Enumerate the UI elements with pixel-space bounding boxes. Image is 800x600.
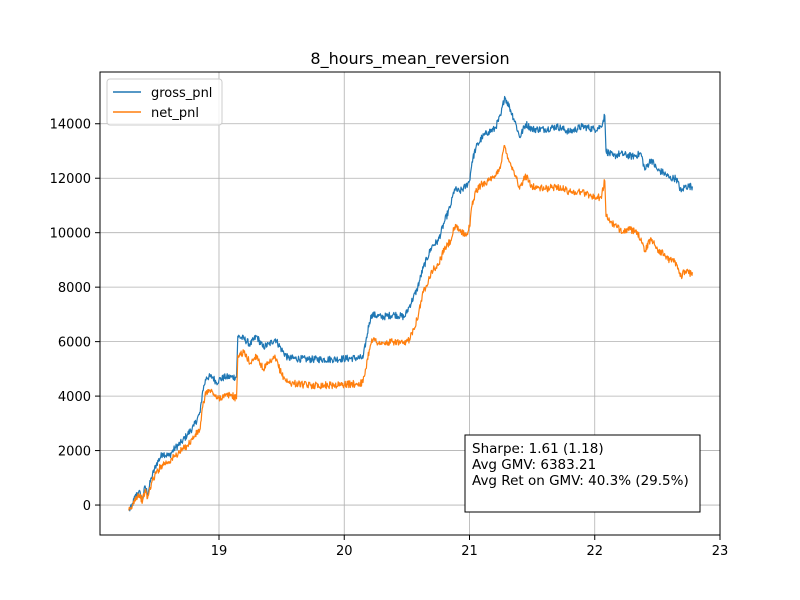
- x-tick-label: 19: [211, 544, 228, 559]
- y-tick-label: 10000: [50, 227, 91, 242]
- plot-frame: [99, 71, 721, 536]
- x-tick-label: 20: [336, 544, 353, 559]
- chart-title: 8_hours_mean_reversion: [310, 49, 509, 69]
- stats-avg-ret: Avg Ret on GMV: 40.3% (29.5%): [472, 473, 689, 489]
- y-tick-label: 0: [83, 499, 91, 514]
- stats-box-frame: [464, 434, 701, 513]
- grid: [100, 72, 721, 535]
- legend-label-gross-pnl: gross_pnl: [151, 86, 212, 101]
- y-tick-label: 12000: [50, 172, 91, 187]
- legend: gross_pnl net_pnl: [106, 78, 223, 126]
- y-tick-label: 2000: [58, 445, 91, 460]
- x-tick-label: 23: [712, 544, 729, 559]
- x-tick-label: 21: [461, 544, 478, 559]
- y-tick-label: 4000: [58, 390, 91, 405]
- series-layer: [128, 95, 693, 512]
- stats-avg-gmv: Avg GMV: 6383.21: [472, 457, 596, 473]
- axes: 19 20 21 22 23 0 2000 4000 6000 8000 10000 12000 140…: [50, 118, 729, 559]
- stats-annotation: Sharpe: 1.61 (1.18) Avg GMV: 6383.21 Avg…: [464, 434, 701, 513]
- legend-box: [106, 78, 223, 126]
- series-line-gross-pnl: [128, 95, 693, 512]
- y-tick-label: 6000: [58, 336, 91, 351]
- x-tick-label: 22: [586, 544, 603, 559]
- series-line-net-pnl: [128, 144, 693, 511]
- stats-sharpe: Sharpe: 1.61 (1.18): [472, 441, 604, 457]
- legend-label-net-pnl: net_pnl: [151, 106, 199, 121]
- y-tick-label: 8000: [58, 281, 91, 296]
- y-tick-label: 14000: [50, 118, 91, 133]
